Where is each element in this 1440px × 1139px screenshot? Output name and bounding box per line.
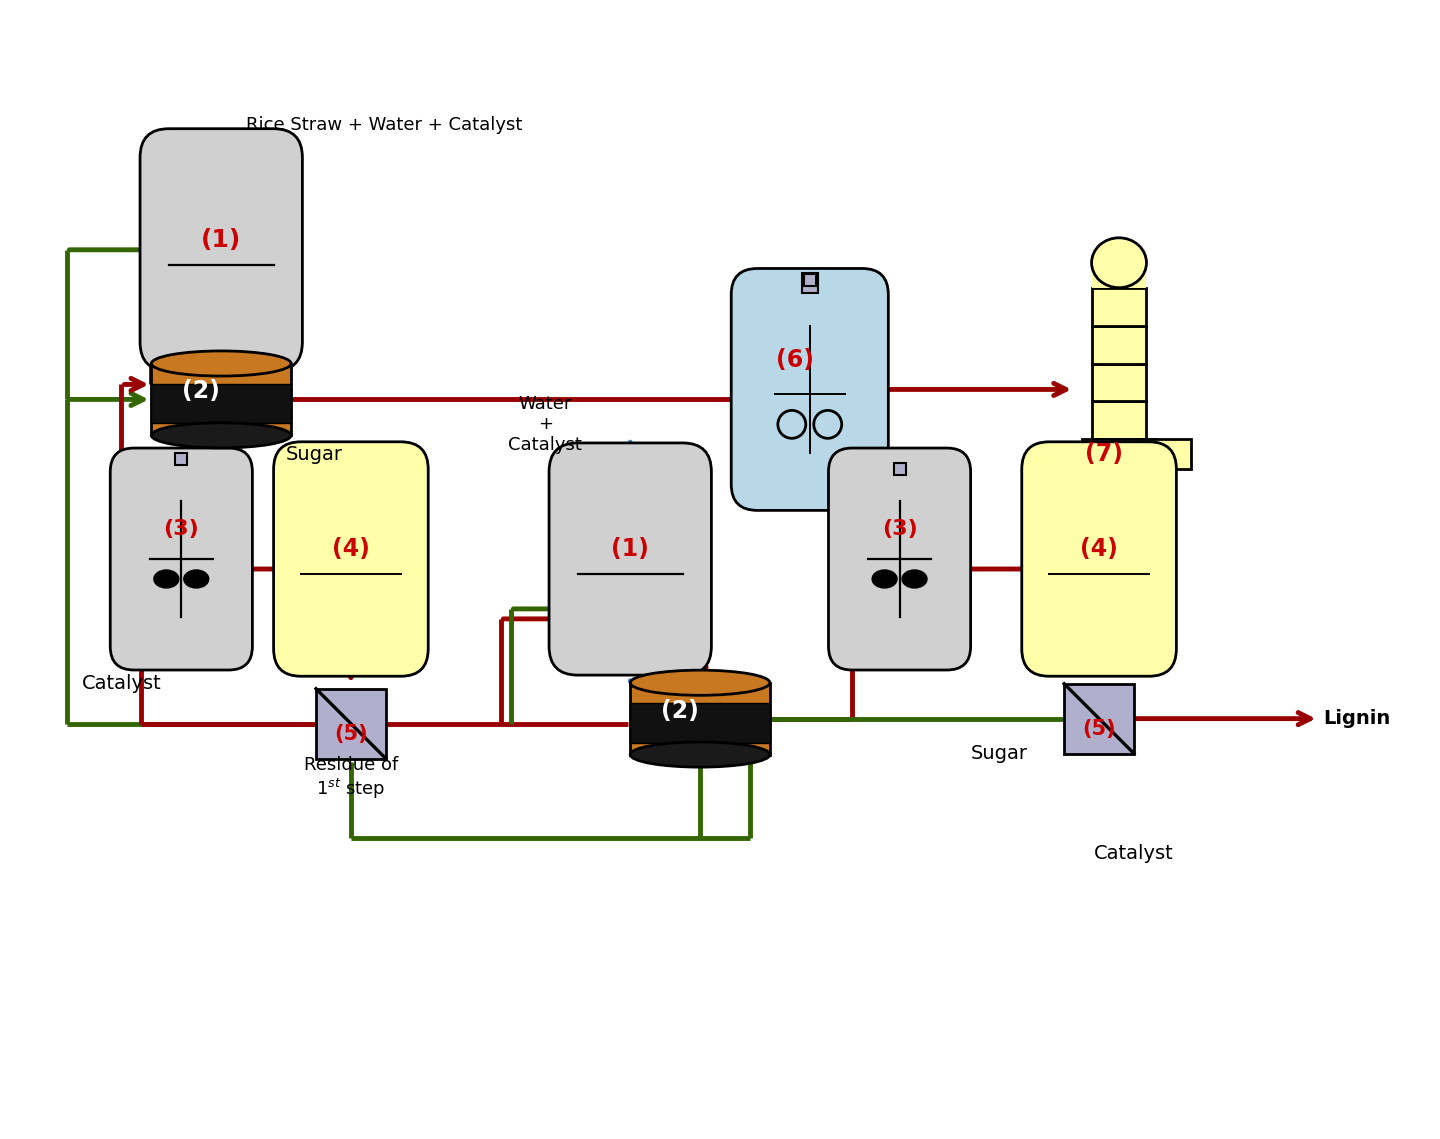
Ellipse shape: [631, 741, 770, 768]
Text: (3): (3): [164, 519, 199, 539]
Bar: [894, 464, 906, 475]
FancyBboxPatch shape: [140, 129, 302, 371]
Text: (1): (1): [202, 228, 242, 252]
Text: (5): (5): [1083, 719, 1116, 738]
Text: (4): (4): [1080, 538, 1117, 562]
Ellipse shape: [154, 570, 179, 588]
Text: Lignin: Lignin: [1323, 710, 1391, 728]
Bar: [1142, 440, 1191, 469]
FancyBboxPatch shape: [732, 269, 888, 510]
Text: Water
+
Catalyst: Water + Catalyst: [508, 394, 582, 454]
Ellipse shape: [151, 351, 291, 376]
Text: Sugar: Sugar: [287, 445, 343, 464]
Text: (7): (7): [1086, 442, 1123, 466]
Text: Residue of
1$^{st}$ step: Residue of 1$^{st}$ step: [304, 755, 397, 802]
FancyBboxPatch shape: [274, 442, 428, 677]
FancyBboxPatch shape: [549, 443, 711, 675]
FancyBboxPatch shape: [111, 448, 252, 670]
Bar: [1092, 288, 1146, 326]
Bar: [1092, 363, 1146, 401]
Bar: [1081, 440, 1156, 480]
Bar: [802, 272, 818, 293]
Ellipse shape: [1092, 238, 1146, 288]
Text: (4): (4): [333, 538, 370, 562]
Ellipse shape: [151, 423, 291, 448]
Bar: [151, 384, 291, 424]
Bar: [1092, 326, 1146, 363]
Text: Catalyst: Catalyst: [82, 674, 161, 694]
Text: (5): (5): [334, 723, 367, 744]
Text: (6): (6): [776, 347, 814, 371]
Text: Sugar: Sugar: [971, 744, 1028, 763]
Bar: [1092, 401, 1146, 440]
Bar: [176, 453, 187, 465]
FancyBboxPatch shape: [1022, 442, 1176, 677]
Ellipse shape: [873, 570, 897, 588]
Text: (2): (2): [183, 379, 220, 403]
Ellipse shape: [631, 670, 770, 695]
Text: Catalyst: Catalyst: [1094, 844, 1174, 863]
Bar: [315, 689, 386, 759]
Bar: [804, 273, 816, 286]
Bar: [631, 703, 770, 743]
Bar: [631, 682, 770, 754]
Bar: [151, 363, 291, 435]
Text: Rice Straw + Water + Catalyst: Rice Straw + Water + Catalyst: [246, 116, 523, 134]
FancyBboxPatch shape: [828, 448, 971, 670]
Ellipse shape: [901, 570, 927, 588]
Text: (1): (1): [612, 538, 649, 562]
Text: (3): (3): [881, 519, 917, 539]
Bar: [1064, 683, 1133, 754]
Text: (2): (2): [661, 698, 698, 722]
Bar: [1092, 263, 1146, 288]
Ellipse shape: [184, 570, 209, 588]
